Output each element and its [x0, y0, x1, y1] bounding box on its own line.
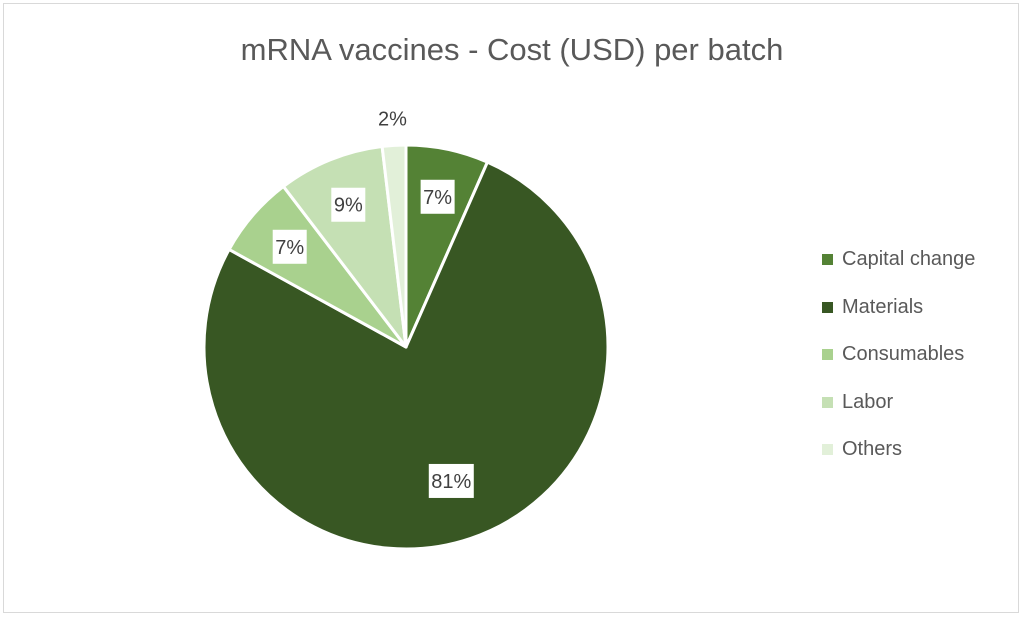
data-label-box	[331, 187, 366, 222]
legend-label: Capital change	[842, 248, 976, 271]
data-label-labor: 9%	[331, 187, 366, 222]
legend-swatch	[822, 254, 833, 266]
legend-item-materials: Materials	[822, 284, 1012, 332]
legend-swatch	[822, 349, 833, 361]
chart-area: mRNA vaccines - Cost (USD) per batch 7% 8…	[3, 3, 1019, 613]
legend-swatch	[822, 396, 833, 408]
data-label-text: 9%	[334, 195, 363, 217]
data-label-materials: 81%	[428, 463, 474, 498]
legend-label: Materials	[842, 295, 924, 318]
legend-label: Consumables	[842, 343, 965, 366]
data-label-consumables: 7%	[272, 229, 307, 264]
legend-item-consumables: Consumables	[822, 331, 1012, 379]
legend-item-labor: Labor	[822, 379, 1012, 427]
legend-swatch	[822, 444, 833, 456]
data-label-box	[272, 229, 307, 264]
pie-slice-labor	[281, 144, 408, 349]
data-label-text: 81%	[431, 471, 471, 493]
legend-item-capital-change: Capital change	[822, 236, 1012, 284]
pie-slice-materials	[202, 160, 610, 551]
data-label-others: 2%	[378, 108, 407, 130]
legend-label: Labor	[842, 390, 894, 413]
data-label-text: 7%	[275, 237, 304, 259]
data-label-box	[428, 463, 474, 498]
pie-chart: 7% 81% 7% 9% 2%	[202, 108, 610, 551]
data-label-text: 2%	[378, 108, 407, 130]
data-label-capital-change: 7%	[420, 179, 455, 214]
legend-swatch	[822, 301, 833, 313]
data-label-text: 7%	[423, 187, 452, 209]
data-label-box	[420, 179, 455, 214]
chart-title: mRNA vaccines - Cost (USD) per batch	[240, 32, 784, 67]
legend: Capital change Materials Consumables Lab…	[822, 236, 1012, 474]
legend-item-others: Others	[822, 426, 1012, 474]
pie-slice-others	[380, 143, 408, 349]
legend-label: Others	[842, 438, 903, 461]
